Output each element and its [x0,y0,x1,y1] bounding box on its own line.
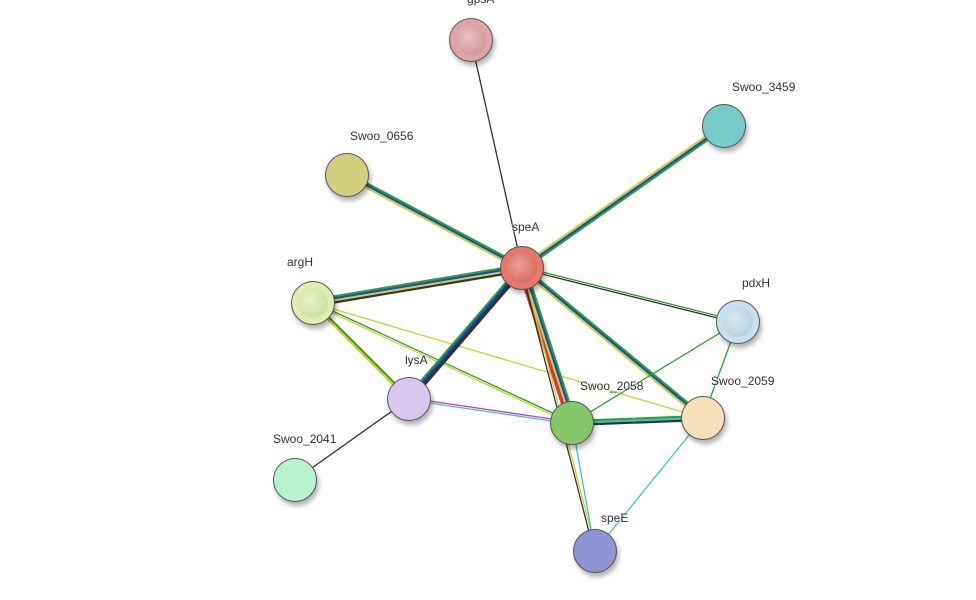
node-Swoo_2041[interactable]: Swoo_2041 [273,458,317,502]
node-label: Swoo_0656 [350,129,413,143]
node-pdxH[interactable]: pdxH [716,300,760,344]
node-circle[interactable] [291,281,335,325]
node-texture-icon [298,288,327,317]
node-lysA[interactable]: lysA [387,377,431,421]
edge-argH-speA [313,265,522,300]
node-circle[interactable] [449,18,493,62]
node-label: Swoo_2059 [711,374,774,388]
node-argH[interactable]: argH [291,281,335,325]
node-label: Swoo_2058 [580,379,643,393]
edge-Swoo_3459-speA [523,128,725,270]
node-circle[interactable] [273,458,317,502]
node-circle[interactable] [550,401,594,445]
edge-argH-Swoo_2058 [313,302,572,422]
edge-argH-speA [314,271,523,306]
node-Swoo_2058[interactable]: Swoo_2058 [550,401,594,445]
node-Swoo_2059[interactable]: Swoo_2059 [681,396,725,440]
node-label: Swoo_2041 [273,432,336,446]
edge-argH-speA [313,269,522,304]
edge-Swoo_3459-speA [521,124,723,266]
node-texture-icon [456,25,485,54]
edge-Swoo_0656-speA [346,177,521,270]
edge-Swoo_0656-speA [347,175,522,268]
edge-lysA-Swoo_2058 [409,398,572,422]
edge-speA-Swoo_2058 [525,267,575,422]
node-gpsA[interactable]: gpsA [449,18,493,62]
node-Swoo_0656[interactable]: Swoo_0656 [325,153,369,197]
node-speE[interactable]: speE [573,529,617,573]
edge-argH-speA [313,267,522,302]
edge-speA-Swoo_2059 [522,268,703,418]
network-graph: speA gpsA Swoo_3459 Swoo_0656 argH pdxH lysA Sw… [0,0,976,600]
edge-speA-pdxH [522,269,738,323]
node-circle[interactable] [500,246,544,290]
edge-speA-pdxH [522,267,738,321]
edge-Swoo_0656-speA [348,173,523,266]
node-label: Swoo_3459 [732,80,795,94]
node-texture-icon [507,253,536,282]
edge-speA-Swoo_2059 [521,270,702,420]
node-Swoo_3459[interactable]: Swoo_3459 [702,104,746,148]
edge-Swoo_3459-speA [522,126,724,268]
node-label: speE [601,511,628,525]
node-circle[interactable] [387,377,431,421]
node-circle[interactable] [681,396,725,440]
node-label: speA [512,220,539,234]
edge-speA-Swoo_2058 [523,268,573,423]
edge-argH-Swoo_2058 [313,304,572,424]
node-circle[interactable] [325,153,369,197]
node-label: pdxH [742,276,770,290]
node-circle[interactable] [716,300,760,344]
node-texture-icon [723,307,752,336]
edge-speA-Swoo_2059 [523,267,704,417]
edge-lysA-Swoo_2058 [409,400,572,424]
node-speA[interactable]: speA [500,246,544,290]
edge-argH-Swoo_2059 [313,303,703,418]
node-label: argH [287,255,313,269]
node-label: lysA [405,353,428,367]
node-label: gpsA [467,0,494,6]
edge-layer [0,0,976,600]
node-circle[interactable] [573,529,617,573]
node-circle[interactable] [702,104,746,148]
